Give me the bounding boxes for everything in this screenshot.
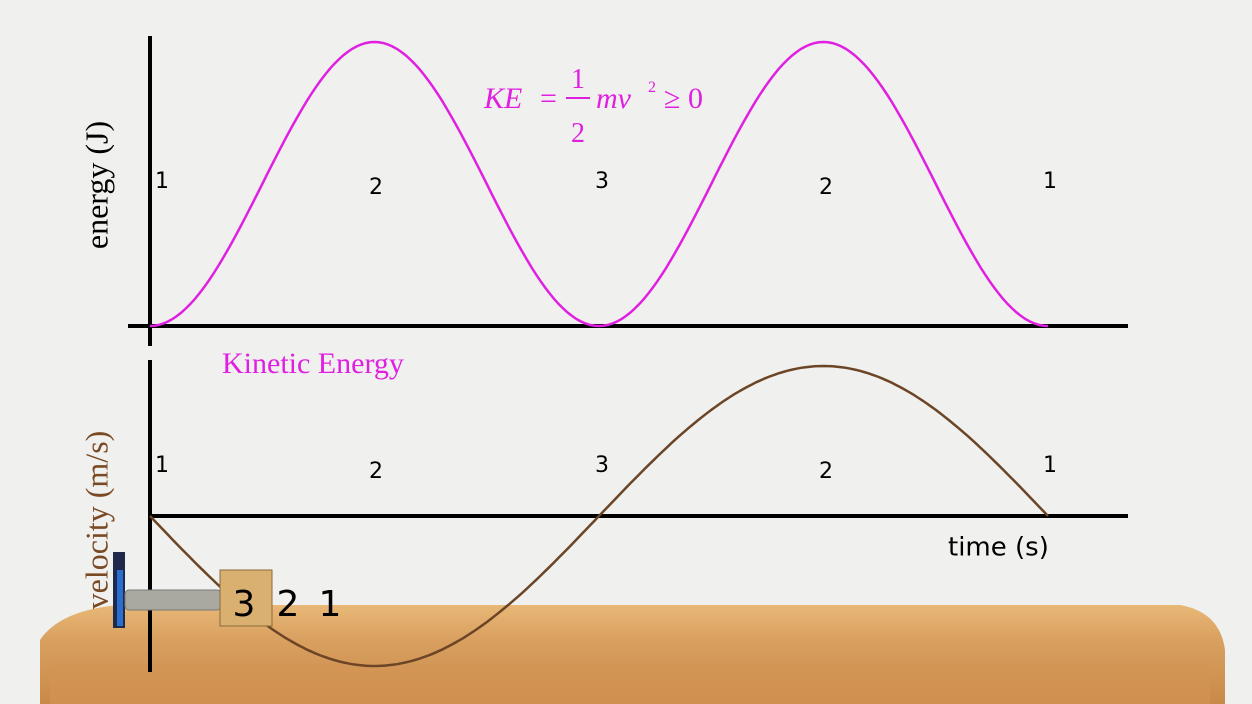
table-label: 1 — [319, 584, 342, 625]
formula-eq: = — [540, 82, 557, 115]
block — [219, 569, 273, 627]
position-label: 2 — [819, 459, 833, 484]
formula-lhs: KE — [483, 82, 522, 115]
position-label: 2 — [369, 175, 383, 200]
position-label: 1 — [1043, 169, 1057, 194]
table-label: 3 — [233, 584, 256, 625]
formula-numerator: 1 — [571, 64, 585, 95]
position-label: 2 — [369, 459, 383, 484]
position-label: 3 — [595, 169, 609, 194]
formula-term: mv — [596, 82, 632, 115]
spring — [124, 589, 222, 611]
position-label: 1 — [155, 453, 169, 478]
velocity-curve — [149, 364, 1049, 668]
curve-label: Kinetic Energy — [222, 347, 404, 380]
time-axis-label: time (s) — [948, 533, 1049, 563]
formula: KE = 1 2 mv 2 ≥ 0 — [483, 64, 703, 149]
position-label: 1 — [155, 169, 169, 194]
position-label: 1 — [1043, 453, 1057, 478]
table-label: 2 — [277, 584, 300, 625]
energy-axis-label: energy (J) — [78, 121, 114, 249]
kinetic-energy-curve — [149, 40, 1049, 328]
formula-exponent: 2 — [648, 79, 656, 96]
velocity-axis-label: velocity (m/s) — [78, 431, 114, 610]
wall-clamp-blue — [117, 570, 123, 626]
table-front — [50, 665, 1210, 704]
position-label: 3 — [595, 453, 609, 478]
formula-relation: ≥ 0 — [664, 82, 703, 115]
formula-denominator: 2 — [571, 118, 585, 149]
position-label: 2 — [819, 175, 833, 200]
